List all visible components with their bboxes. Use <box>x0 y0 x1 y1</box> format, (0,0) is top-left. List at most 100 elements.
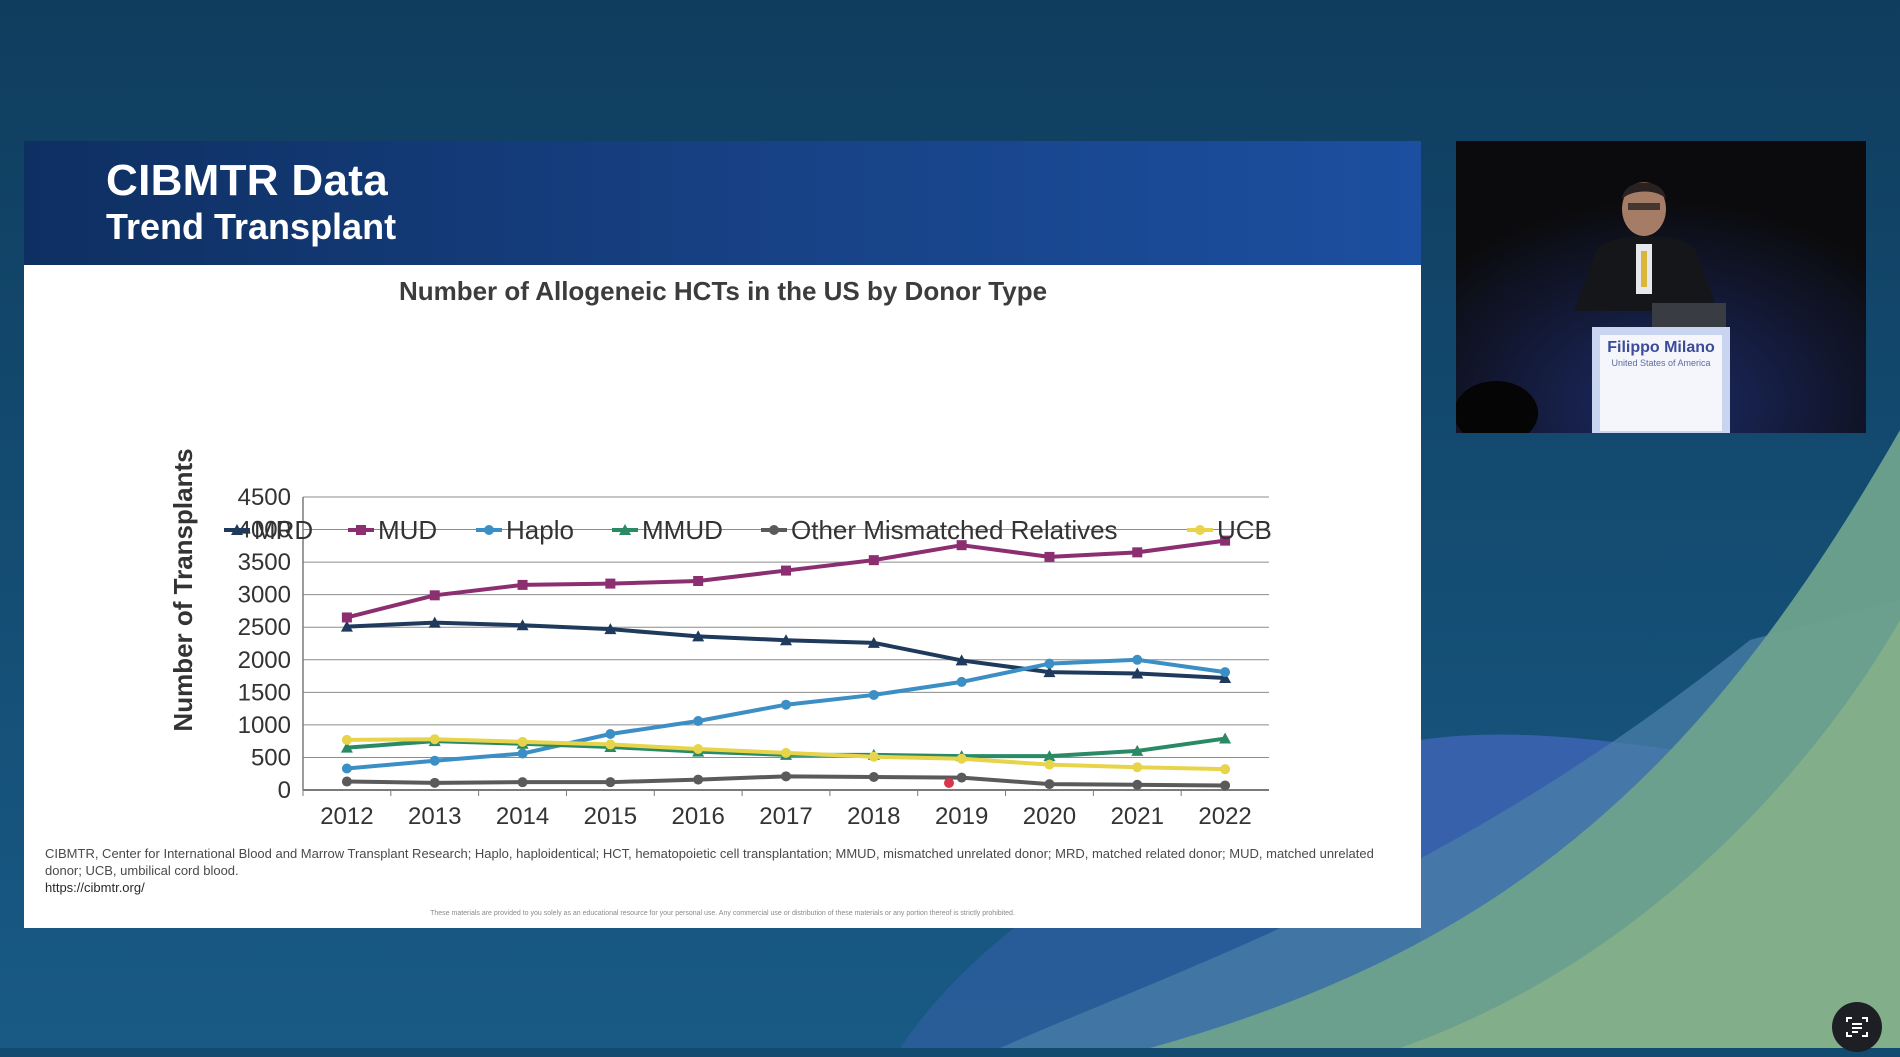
data-point-mmud <box>1219 732 1232 744</box>
x-tick-label: 2022 <box>1198 803 1251 830</box>
speaker-scene <box>1456 141 1866 433</box>
series-line-mud <box>346 538 1226 620</box>
legend-marker <box>769 525 779 535</box>
legend-label: MRD <box>254 515 313 545</box>
data-point-mrd <box>1131 667 1144 679</box>
y-tick-label: 3500 <box>238 549 291 576</box>
x-tick-label: 2012 <box>320 803 373 830</box>
data-point-other-mismatched-relatives <box>1044 779 1055 790</box>
data-point-other-mismatched-relatives <box>956 772 967 783</box>
data-point-mrd <box>692 630 705 642</box>
data-point-haplo <box>517 748 528 759</box>
speaker-country: United States of America <box>1611 358 1711 368</box>
slide-header: CIBMTR Data Trend Transplant <box>24 141 1421 265</box>
data-point-haplo <box>341 763 352 774</box>
data-point-mmud <box>340 741 353 753</box>
slide-title: CIBMTR Data <box>106 156 388 205</box>
data-point-mud <box>1132 547 1143 558</box>
data-point-ucb <box>1132 762 1143 773</box>
data-point-mrd <box>867 636 880 648</box>
data-point-ucb <box>693 743 704 754</box>
y-tick-label: 4500 <box>238 484 291 511</box>
footnote-text: CIBMTR, Center for International Blood a… <box>45 846 1374 878</box>
data-point-other-mismatched-relatives <box>341 776 352 787</box>
data-point-mmud <box>1131 744 1144 756</box>
footnote-url: https://cibmtr.org/ <box>45 880 145 895</box>
podium-sign: Filippo Milano United States of America <box>1600 339 1722 369</box>
legend-marker <box>231 524 243 535</box>
data-point-mud <box>693 575 704 586</box>
legend-label: Haplo <box>506 515 574 545</box>
data-point-mrd <box>340 620 353 632</box>
y-tick-label: 2000 <box>238 647 291 674</box>
legend-item-haplo: Haplo <box>476 515 574 545</box>
x-tick-label: 2017 <box>759 803 812 830</box>
footnote: CIBMTR, Center for International Blood a… <box>45 845 1395 896</box>
data-point-mrd <box>955 654 968 666</box>
x-tick-label: 2015 <box>584 803 637 830</box>
legend-item-mrd: MRD <box>224 515 313 545</box>
pointer-dot <box>944 778 954 788</box>
speaker-video: Filippo Milano United States of America <box>1456 141 1866 433</box>
data-point-ucb <box>341 734 352 745</box>
data-point-mud <box>1220 535 1231 546</box>
x-tick-label: 2019 <box>935 803 988 830</box>
data-point-haplo <box>1220 667 1231 678</box>
data-point-mrd <box>1219 672 1232 684</box>
data-point-ucb <box>429 734 440 745</box>
y-tick-label: 1500 <box>238 679 291 706</box>
series-haplo <box>341 654 1231 774</box>
data-point-ucb <box>1220 764 1231 775</box>
legend-item-mud: MUD <box>348 515 437 545</box>
data-point-ucb <box>517 736 528 747</box>
data-point-mud <box>956 540 967 551</box>
x-tick-label: 2016 <box>671 803 724 830</box>
screen-capture-icon <box>1846 1017 1868 1037</box>
data-point-other-mismatched-relatives <box>1132 779 1143 790</box>
data-point-ucb <box>1044 759 1055 770</box>
legend-label: MUD <box>378 515 437 545</box>
y-tick-label: 3000 <box>238 582 291 609</box>
legend-item-other-mismatched-relatives: Other Mismatched Relatives <box>761 515 1118 545</box>
legend-item-ucb: UCB <box>1187 515 1272 545</box>
screen-capture-button[interactable] <box>1832 1002 1882 1052</box>
y-tick-label: 0 <box>278 777 291 804</box>
data-point-mud <box>781 565 791 576</box>
series-mud <box>341 535 1231 623</box>
data-point-mud <box>605 578 616 589</box>
legend-label: MMUD <box>642 515 723 545</box>
data-point-mrd <box>428 616 441 628</box>
data-point-mud <box>341 612 352 623</box>
data-point-other-mismatched-relatives <box>605 777 616 788</box>
data-point-haplo <box>693 715 704 726</box>
y-axis-label: Number of Transplants <box>168 448 198 731</box>
disclaimer-text: These materials are provided to you sole… <box>430 910 1015 917</box>
data-point-haplo <box>1044 658 1055 669</box>
speaker-name: Filippo Milano <box>1607 339 1715 356</box>
data-point-mud <box>1044 551 1055 562</box>
line-chart: Number of Allogeneic HCTs in the US by D… <box>168 276 1272 830</box>
data-point-other-mismatched-relatives <box>693 774 704 785</box>
y-tick-label: 500 <box>251 744 291 771</box>
legend-marker <box>1195 525 1205 535</box>
data-point-mrd <box>516 619 529 631</box>
series-ucb <box>341 734 1231 775</box>
x-tick-label: 2013 <box>408 803 461 830</box>
data-point-other-mismatched-relatives <box>1220 780 1231 791</box>
legend-marker <box>619 524 631 535</box>
data-point-haplo <box>605 729 616 740</box>
series-mrd <box>340 616 1232 684</box>
x-tick-label: 2021 <box>1111 803 1164 830</box>
data-point-other-mismatched-relatives <box>429 777 440 788</box>
y-tick-label: 1000 <box>238 712 291 739</box>
data-point-ucb <box>605 739 616 750</box>
data-point-other-mismatched-relatives <box>517 777 528 788</box>
data-point-haplo <box>1132 654 1143 665</box>
series-other-mismatched-relatives <box>341 771 1231 791</box>
data-point-ucb <box>781 747 791 758</box>
legend-label: UCB <box>1217 515 1272 545</box>
data-point-haplo <box>781 699 791 710</box>
data-point-haplo <box>956 676 967 687</box>
x-tick-label: 2014 <box>496 803 549 830</box>
data-point-mrd <box>1043 666 1056 678</box>
